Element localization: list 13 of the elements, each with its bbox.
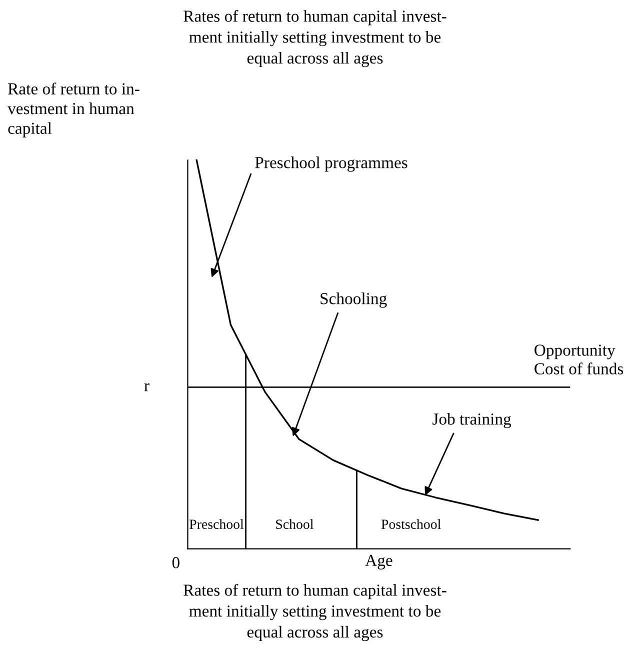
ref-line-label: r [144, 383, 150, 392]
annotation: School [276, 519, 314, 529]
text: Rates of return to human capital invest- ment initially setting investment to be equal across all ages [184, 584, 446, 642]
annotation: Preschool programmes [255, 156, 408, 172]
annotation: Preschool [190, 519, 244, 529]
text: 0 [172, 557, 180, 568]
annotation: Postschool [381, 519, 441, 529]
annotation: Schooling [320, 292, 387, 308]
y-axis-title: Rate of return to in- vestment in human capital [8, 82, 140, 138]
annotation: Opportunity Cost of funds [534, 344, 624, 374]
annotation: Job training [432, 412, 512, 428]
x-axis-title: Age [365, 554, 392, 570]
chart-title: Rates of return to human capital invest- ment initially setting investment to be equal across all ages [184, 10, 446, 68]
